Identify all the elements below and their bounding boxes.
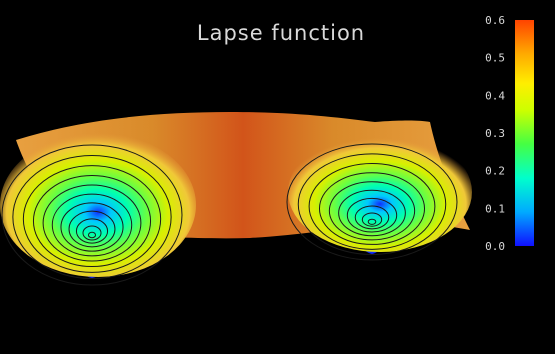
right-well-contour [361, 212, 383, 227]
right-well-contour [338, 189, 406, 237]
right-well-contour [318, 172, 426, 245]
colorbar-tick-label: 0.6 [485, 14, 505, 27]
colorbar-tick-label: 0.0 [485, 240, 505, 253]
colorbar-tick-label: 0.1 [485, 202, 505, 215]
surface [0, 112, 472, 286]
colorbar-tick-label: 0.2 [485, 165, 505, 178]
right-well-contour [286, 143, 458, 261]
right-well-contour [367, 218, 377, 225]
colorbar-tick-label: 0.3 [485, 127, 505, 140]
left-well-contour [22, 165, 162, 273]
right-well-contour [297, 153, 447, 256]
left-well-contour [32, 174, 152, 268]
colorbar-tick-label: 0.5 [485, 52, 505, 65]
left-well-contour [87, 231, 97, 239]
left-well-contour [60, 202, 124, 252]
chart-title: Lapse function [197, 21, 365, 45]
colorbar: 0.6 0.5 0.4 0.3 0.2 0.1 0.0 [485, 14, 534, 253]
right-well-contour [328, 181, 416, 241]
left-well-contour [68, 210, 116, 248]
colorbar-gradient [515, 20, 534, 246]
right-well-contour [354, 205, 390, 230]
colorbar-tick-label: 0.4 [485, 89, 505, 102]
right-well [288, 132, 472, 252]
left-well-contour [51, 193, 133, 257]
right-well-contour [346, 197, 398, 233]
contour-lines [1, 143, 458, 286]
colorbar-ticks: 0.6 0.5 0.4 0.3 0.2 0.1 0.0 [485, 14, 505, 253]
left-well-contour [12, 154, 172, 280]
left-well-contour [75, 218, 109, 244]
right-well-contour [308, 162, 436, 250]
left-well-contour [42, 184, 142, 262]
left-well-contour [82, 225, 102, 241]
left-well-contour [1, 144, 183, 286]
